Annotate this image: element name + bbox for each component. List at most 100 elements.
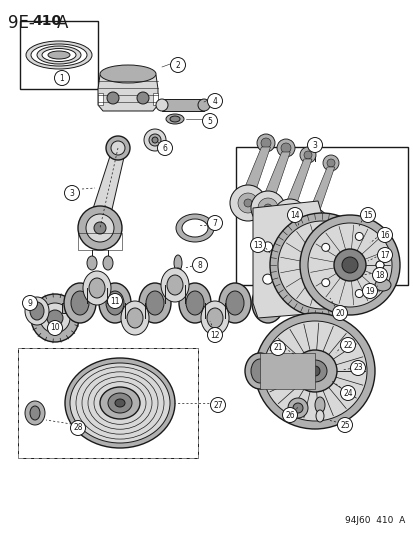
Ellipse shape <box>115 399 125 407</box>
Text: 7: 7 <box>212 219 217 228</box>
Circle shape <box>55 70 69 85</box>
Polygon shape <box>98 75 158 111</box>
Ellipse shape <box>280 206 298 224</box>
Circle shape <box>307 138 322 152</box>
Text: 18: 18 <box>374 271 384 279</box>
Ellipse shape <box>30 302 44 320</box>
Text: 8: 8 <box>197 261 202 270</box>
Ellipse shape <box>299 147 315 163</box>
Ellipse shape <box>48 51 70 59</box>
Text: 4: 4 <box>212 96 217 106</box>
Ellipse shape <box>47 310 63 326</box>
Text: 11: 11 <box>110 296 119 305</box>
Ellipse shape <box>243 199 252 207</box>
Ellipse shape <box>322 155 338 171</box>
Ellipse shape <box>237 193 257 213</box>
Ellipse shape <box>303 247 339 283</box>
Ellipse shape <box>316 267 326 277</box>
Ellipse shape <box>71 291 89 315</box>
Circle shape <box>270 341 285 356</box>
Ellipse shape <box>111 141 125 155</box>
Bar <box>20 21 98 89</box>
Ellipse shape <box>277 248 307 278</box>
Ellipse shape <box>166 114 183 124</box>
Ellipse shape <box>218 283 250 323</box>
Ellipse shape <box>315 410 323 422</box>
Text: 2: 2 <box>175 61 180 69</box>
Ellipse shape <box>285 211 293 219</box>
Ellipse shape <box>375 261 383 269</box>
Ellipse shape <box>244 353 274 389</box>
Ellipse shape <box>309 220 315 226</box>
Ellipse shape <box>262 321 366 421</box>
Text: 20: 20 <box>335 309 344 318</box>
Ellipse shape <box>303 151 311 159</box>
Ellipse shape <box>127 308 142 328</box>
Ellipse shape <box>170 116 180 122</box>
Ellipse shape <box>87 256 97 270</box>
Circle shape <box>210 398 225 413</box>
Circle shape <box>350 360 365 376</box>
Ellipse shape <box>173 268 182 278</box>
Bar <box>18 348 197 458</box>
Ellipse shape <box>276 139 294 157</box>
Ellipse shape <box>176 214 214 242</box>
Ellipse shape <box>137 92 149 104</box>
Ellipse shape <box>86 214 114 242</box>
Ellipse shape <box>26 41 92 69</box>
Bar <box>259 353 314 389</box>
Text: 24: 24 <box>342 389 352 398</box>
Text: 16: 16 <box>379 230 389 239</box>
Ellipse shape <box>297 208 327 238</box>
Ellipse shape <box>185 291 204 315</box>
Ellipse shape <box>31 44 87 66</box>
Circle shape <box>377 228 392 243</box>
Polygon shape <box>284 159 311 207</box>
Ellipse shape <box>311 255 331 275</box>
Ellipse shape <box>166 275 183 295</box>
Circle shape <box>157 141 172 156</box>
Ellipse shape <box>42 49 76 61</box>
Ellipse shape <box>316 249 326 259</box>
Ellipse shape <box>333 249 365 281</box>
Ellipse shape <box>106 136 130 160</box>
Text: 5: 5 <box>207 117 212 125</box>
Ellipse shape <box>65 358 175 448</box>
Circle shape <box>250 238 265 253</box>
Circle shape <box>107 294 122 309</box>
Circle shape <box>47 320 62 335</box>
Circle shape <box>372 268 387 282</box>
Ellipse shape <box>374 279 390 291</box>
Ellipse shape <box>299 215 399 315</box>
Ellipse shape <box>321 279 329 287</box>
Ellipse shape <box>269 213 373 317</box>
Polygon shape <box>307 167 334 215</box>
Circle shape <box>282 408 297 423</box>
Text: 13: 13 <box>253 240 262 249</box>
Ellipse shape <box>31 294 79 342</box>
Ellipse shape <box>201 301 228 335</box>
Ellipse shape <box>252 283 283 323</box>
Circle shape <box>339 337 355 352</box>
Ellipse shape <box>100 65 156 83</box>
Ellipse shape <box>292 403 302 413</box>
Ellipse shape <box>106 291 124 315</box>
Text: 17: 17 <box>379 251 389 260</box>
Ellipse shape <box>256 134 274 152</box>
Text: 3: 3 <box>69 189 74 198</box>
Bar <box>161 99 204 111</box>
Text: 23: 23 <box>352 364 362 373</box>
Ellipse shape <box>152 137 158 143</box>
Ellipse shape <box>225 291 243 315</box>
Text: 1: 1 <box>59 74 64 83</box>
Ellipse shape <box>303 214 321 232</box>
Ellipse shape <box>108 393 132 413</box>
Ellipse shape <box>78 206 122 250</box>
Circle shape <box>192 257 207 272</box>
Circle shape <box>377 247 392 262</box>
Text: 410: 410 <box>32 14 61 28</box>
Polygon shape <box>98 93 103 105</box>
Ellipse shape <box>173 255 182 271</box>
Bar <box>62 303 92 313</box>
Ellipse shape <box>206 308 223 328</box>
